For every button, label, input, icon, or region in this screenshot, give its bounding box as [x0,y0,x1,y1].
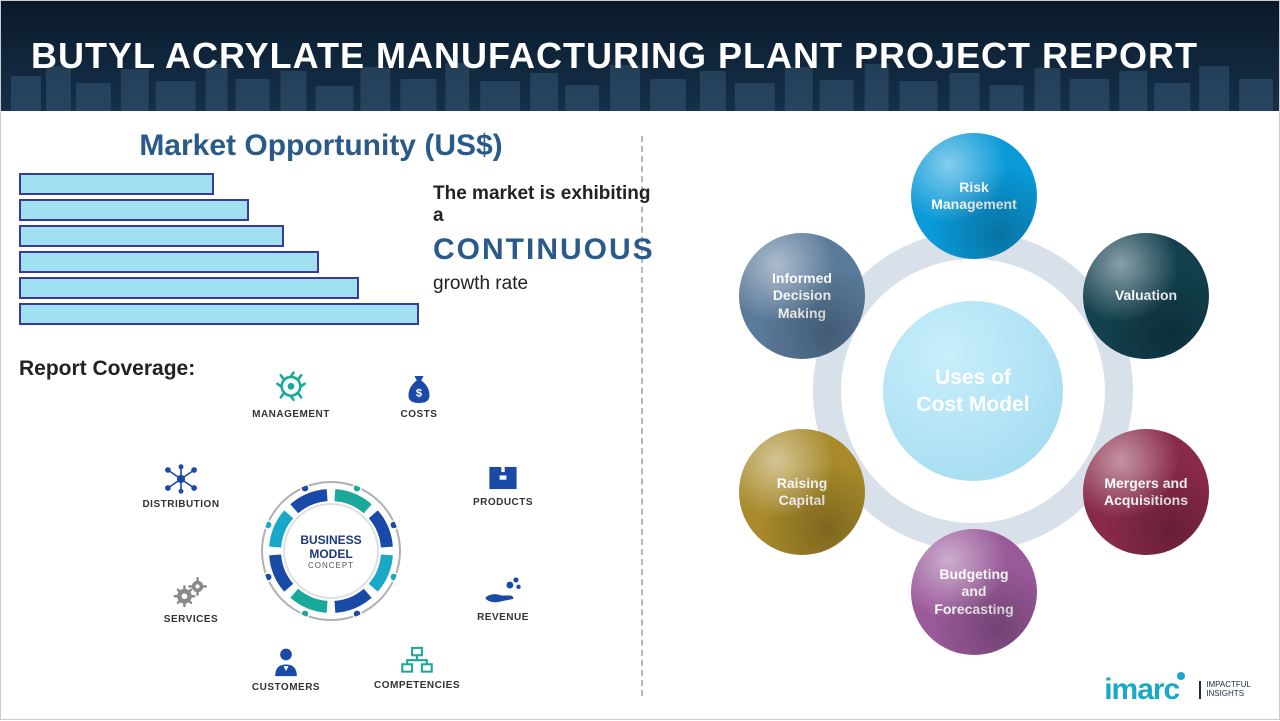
market-bar-chart [19,173,419,329]
coverage-node-costs: $ COSTS [369,371,469,420]
cost-center-label: Uses of Cost Model [883,301,1063,481]
market-bar [19,225,284,247]
coverage-node-management: MANAGEMENT [241,371,341,420]
cost-model-diagram: Uses of Cost Model Risk ManagementValuat… [723,141,1223,641]
cost-bubble: Budgeting and Forecasting [911,529,1037,655]
market-bar [19,199,249,221]
coverage-node-customers: CUSTOMERS [236,646,336,693]
market-bar [19,251,319,273]
business-model-diagram: BUSINESS MODEL CONCEPT MANAGEMENT $ COSTS P… [41,371,601,691]
brand-logo: imarc IMPACTFULINSIGHTS [1104,673,1251,707]
coverage-node-label: CUSTOMERS [236,682,336,693]
page-title: BUTYL ACRYLATE MANUFACTURING PLANT PROJE… [31,35,1198,77]
brand-tag-2: INSIGHTS [1206,689,1244,698]
coverage-node-label: MANAGEMENT [241,409,341,420]
growth-keyword: CONTINUOUS [433,233,655,267]
biz-center-line-3: CONCEPT [308,561,354,570]
brand-name: imarc [1104,673,1179,707]
left-panel: Market Opportunity (US$) The market is e… [1,111,641,721]
brand-tag-1: IMPACTFUL [1206,680,1251,689]
coverage-node-label: COSTS [369,409,469,420]
coverage-node-label: REVENUE [453,612,553,623]
coverage-node-services: SERVICES [141,576,241,625]
header-banner: BUTYL ACRYLATE MANUFACTURING PLANT PROJE… [1,1,1279,111]
cost-bubble: Risk Management [911,133,1037,259]
coverage-node-revenue: REVENUE [453,576,553,623]
business-model-center: BUSINESS MODEL CONCEPT [261,481,401,621]
biz-center-line-2: MODEL [309,547,352,561]
coverage-node-competencies: COMPETENCIES [367,646,467,691]
right-panel: Uses of Cost Model Risk Management Valuat… [643,111,1279,721]
market-bar [19,173,214,195]
coverage-node-label: SERVICES [141,614,241,625]
cost-bubble: Valuation [1083,233,1209,359]
coverage-node-distribution: DISTRIBUTION [131,463,231,510]
market-bar [19,303,419,325]
biz-center-line-1: BUSINESS [300,533,361,547]
coverage-node-label: DISTRIBUTION [131,499,231,510]
market-title: Market Opportunity (US$) [19,129,623,163]
growth-line-1: The market is exhibiting a [433,183,655,227]
market-bar [19,277,359,299]
coverage-node-products: PRODUCTS [453,463,553,508]
growth-caption: The market is exhibiting a CONTINUOUS gr… [433,173,655,329]
growth-line-3: growth rate [433,273,655,295]
cost-bubble: Mergers and Acquisitions [1083,429,1209,555]
cost-bubble: Informed Decision Making [739,233,865,359]
svg-text:$: $ [416,387,423,399]
coverage-node-label: COMPETENCIES [367,680,467,691]
coverage-node-label: PRODUCTS [453,497,553,508]
cost-bubble: Raising Capital [739,429,865,555]
